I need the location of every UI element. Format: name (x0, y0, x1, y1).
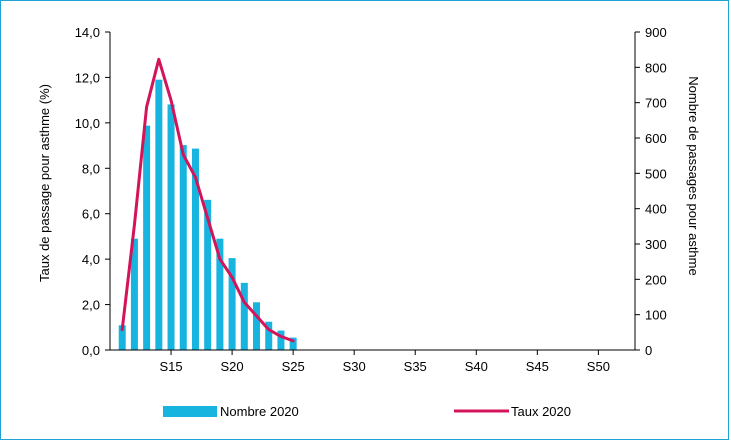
bar-week-23 (265, 321, 273, 350)
taux-2020-line (120, 57, 295, 343)
bar-week-17 (191, 148, 199, 350)
left-tick-label: 14,0 (75, 25, 100, 40)
bar-week-18 (204, 199, 212, 350)
right-tick-label: 800 (645, 60, 667, 75)
right-tick-label: 700 (645, 96, 667, 111)
right-tick-label: 100 (645, 308, 667, 323)
legend-swatch-nombre-2020 (163, 406, 217, 417)
left-tick-label: 10,0 (75, 116, 100, 131)
bar-week-25 (289, 337, 297, 350)
axes (109, 32, 636, 351)
right-tick-label: 400 (645, 202, 667, 217)
right-axis-title: Nombre de passages pour asthme (686, 76, 701, 275)
bar-week-16 (179, 145, 187, 350)
right-tick-label: 500 (645, 166, 667, 181)
x-tick-label: S35 (404, 359, 427, 374)
x-tick-label: S15 (159, 359, 182, 374)
left-tick-label: 2,0 (82, 298, 100, 313)
left-axis-title: Taux de passage pour asthme (%) (37, 84, 52, 282)
x-tick-label: S25 (282, 359, 305, 374)
x-tick-label: S50 (587, 359, 610, 374)
legend: Nombre 2020 Taux 2020 (163, 404, 571, 419)
bar-week-21 (240, 282, 248, 350)
bar-week-22 (253, 302, 261, 350)
left-tick-label: 8,0 (82, 161, 100, 176)
right-tick-label: 0 (645, 343, 652, 358)
x-tick-label: S45 (526, 359, 549, 374)
legend-label-nombre-2020: Nombre 2020 (220, 404, 299, 419)
bar-series-nombre-2020 (118, 79, 297, 350)
right-tick-label: 200 (645, 272, 667, 287)
left-tick-label: 0,0 (82, 343, 100, 358)
right-tick-label: 300 (645, 237, 667, 252)
right-tick-label: 600 (645, 131, 667, 146)
bar-week-19 (216, 238, 224, 350)
bar-week-20 (228, 258, 236, 350)
left-tick-label: 4,0 (82, 252, 100, 267)
bar-week-11 (118, 325, 126, 350)
right-tick-label: 900 (645, 25, 667, 40)
bar-week-13 (143, 125, 151, 350)
left-axis-ticks: 0,0 2,0 4,0 6,0 8,0 10,0 12,0 14,0 (75, 25, 110, 358)
bar-week-12 (130, 238, 138, 350)
x-axis-ticks: S15 S20 S25 S30 S35 S40 S45 S50 (159, 350, 610, 374)
x-tick-label: S40 (465, 359, 488, 374)
x-tick-label: S20 (221, 359, 244, 374)
left-tick-label: 6,0 (82, 207, 100, 222)
bar-week-24 (277, 330, 285, 350)
legend-label-taux-2020: Taux 2020 (511, 404, 571, 419)
x-tick-label: S30 (343, 359, 366, 374)
line-series-taux-2020 (120, 57, 295, 343)
bar-week-15 (167, 104, 175, 350)
bar-week-14 (155, 79, 163, 350)
right-axis-ticks: 0 100 200 300 400 500 600 700 800 900 (635, 25, 667, 358)
left-tick-label: 12,0 (75, 70, 100, 85)
